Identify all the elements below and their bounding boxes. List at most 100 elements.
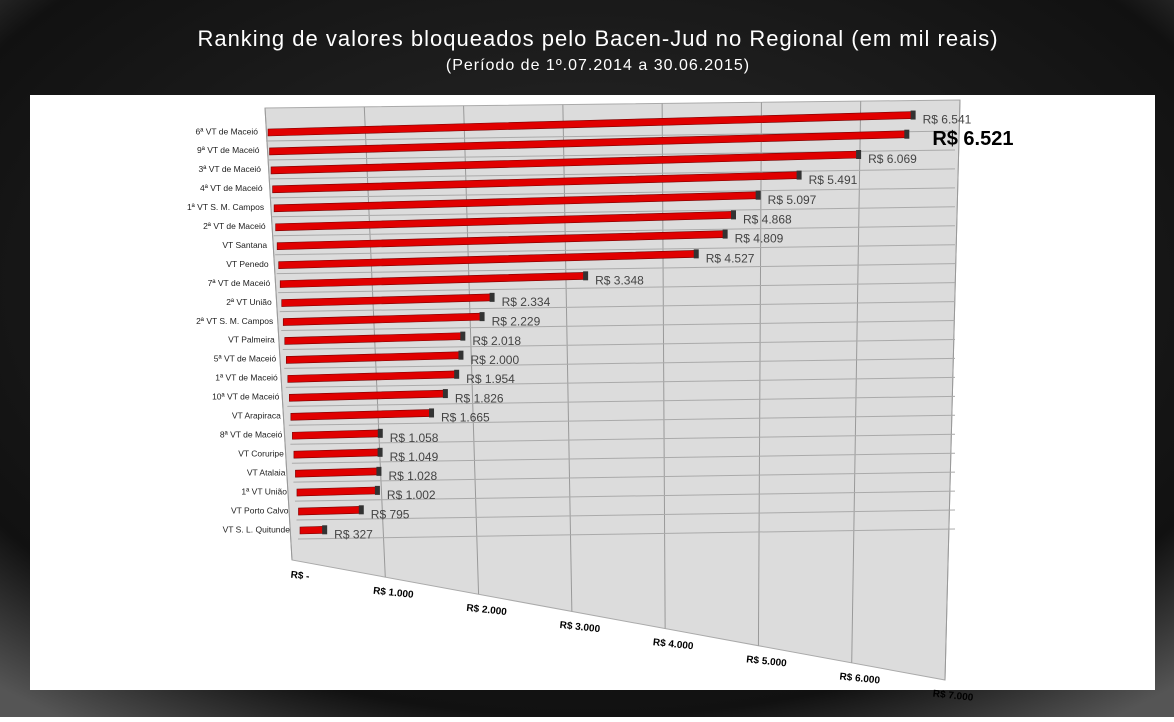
category-label: VT S. L. Quitunde (223, 524, 291, 534)
bar-cap (489, 292, 495, 302)
row-line (294, 490, 956, 502)
category-label: VT Palmeira (228, 335, 275, 345)
category-label: VT Penedo (226, 259, 269, 269)
chart-subtitle: (Período de 1º.07.2014 a 30.06.2015) (446, 57, 750, 74)
value-label: R$ 5.097 (768, 193, 817, 207)
bar-cap (454, 369, 460, 379)
bar-cap (796, 170, 802, 180)
bar-cap (856, 150, 862, 160)
value-label: R$ 1.028 (388, 469, 437, 483)
bar-cap (377, 447, 383, 457)
value-label: R$ 2.000 (470, 353, 519, 367)
value-label: R$ 795 (371, 507, 410, 521)
category-label: VT Coruripe (238, 448, 284, 458)
row-line (270, 187, 956, 199)
bar-cap (755, 190, 761, 200)
row-line (288, 414, 956, 426)
category-label: 2ª VT de Maceió (203, 221, 266, 231)
row-line (273, 225, 956, 237)
value-label: R$ 2.229 (492, 314, 541, 328)
value-label: R$ 1.665 (441, 411, 490, 425)
x-tick-label: R$ 3.000 (559, 620, 601, 635)
row-line (276, 263, 956, 275)
category-label: 1ª VT de Maceió (215, 373, 278, 383)
category-label: 2ª VT S. M. Campos (196, 316, 273, 326)
row-line (272, 206, 956, 218)
category-label: 4ª VT de Maceió (200, 183, 263, 193)
bar-cap (730, 210, 736, 220)
value-label: R$ 2.018 (472, 334, 521, 348)
x-tick-label: R$ 5.000 (746, 654, 788, 669)
x-tick-label: R$ 4.000 (652, 637, 694, 652)
category-label: VT Arapiraca (232, 411, 281, 421)
value-label: R$ 3.348 (595, 274, 644, 288)
bar-cap (910, 110, 916, 120)
bar-cap (358, 505, 364, 515)
bar-cap (442, 389, 448, 399)
row-line (290, 433, 956, 445)
value-label: R$ 1.049 (390, 450, 439, 464)
grid-line (757, 102, 762, 646)
grid-line (264, 107, 293, 561)
bar-cap (458, 350, 464, 360)
category-label: 10ª VT de Maceió (212, 392, 280, 402)
row-line (287, 395, 956, 407)
category-label: 3ª VT de Maceió (199, 164, 262, 174)
bar-cap (479, 312, 485, 322)
value-label: R$ 4.527 (706, 252, 755, 266)
value-label: R$ 4.809 (735, 232, 784, 246)
category-label: 8ª VT de Maceió (220, 429, 283, 439)
bar-cap (377, 428, 383, 438)
bar-cap (693, 249, 699, 259)
bar-cap (322, 525, 328, 535)
grid-line (661, 103, 666, 629)
x-tick-label: R$ 2.000 (466, 603, 508, 618)
bar (298, 506, 364, 516)
row-line (279, 301, 956, 313)
value-label: R$ 1.002 (387, 488, 436, 502)
x-tick-label: R$ - (290, 570, 310, 583)
grid-line (944, 99, 961, 681)
row-line (291, 452, 956, 464)
value-label: R$ 6.069 (868, 152, 917, 166)
value-label: R$ 6.521 (932, 128, 1013, 150)
category-label: 6ª VT de Maceió (195, 126, 258, 136)
bar-cap (722, 229, 728, 239)
row-line (297, 528, 956, 540)
category-label: 2ª VT União (226, 297, 272, 307)
row-line (281, 320, 956, 332)
category-label: 7ª VT de Maceió (208, 278, 271, 288)
bar-cap (429, 408, 435, 418)
grid-line (562, 104, 573, 612)
category-label: VT Porto Calvo (231, 505, 289, 515)
bar-cap (460, 331, 466, 341)
category-label: 1ª VT S. M. Campos (187, 202, 264, 212)
bar-cap (904, 129, 910, 139)
row-line (275, 244, 956, 256)
row-line (282, 338, 956, 350)
value-label: R$ 1.058 (390, 431, 439, 445)
value-label: R$ 1.954 (466, 372, 515, 386)
x-tick-label: R$ 1.000 (373, 586, 415, 601)
row-line (284, 357, 956, 369)
category-label: VT Atalaia (247, 467, 286, 477)
bar-cap (374, 485, 380, 495)
row-line (269, 168, 956, 180)
category-label: 5ª VT de Maceió (214, 354, 277, 364)
chart-title: Ranking de valores bloqueados pelo Bacen… (197, 26, 998, 51)
value-label: R$ 1.826 (455, 391, 504, 405)
row-line (296, 509, 956, 521)
category-label: VT Santana (222, 240, 267, 250)
row-line (278, 282, 956, 294)
x-tick-label: R$ 7.000 (932, 689, 974, 704)
grid-line (851, 101, 862, 663)
bar-cap (583, 271, 589, 281)
value-label: R$ 4.868 (743, 213, 792, 227)
value-label: R$ 327 (334, 527, 373, 541)
category-label: 9ª VT de Maceió (197, 145, 260, 155)
value-label: R$ 5.491 (809, 173, 858, 187)
value-label: R$ 6.541 (923, 113, 972, 127)
row-line (293, 471, 956, 483)
x-tick-label: R$ 6.000 (839, 671, 881, 686)
